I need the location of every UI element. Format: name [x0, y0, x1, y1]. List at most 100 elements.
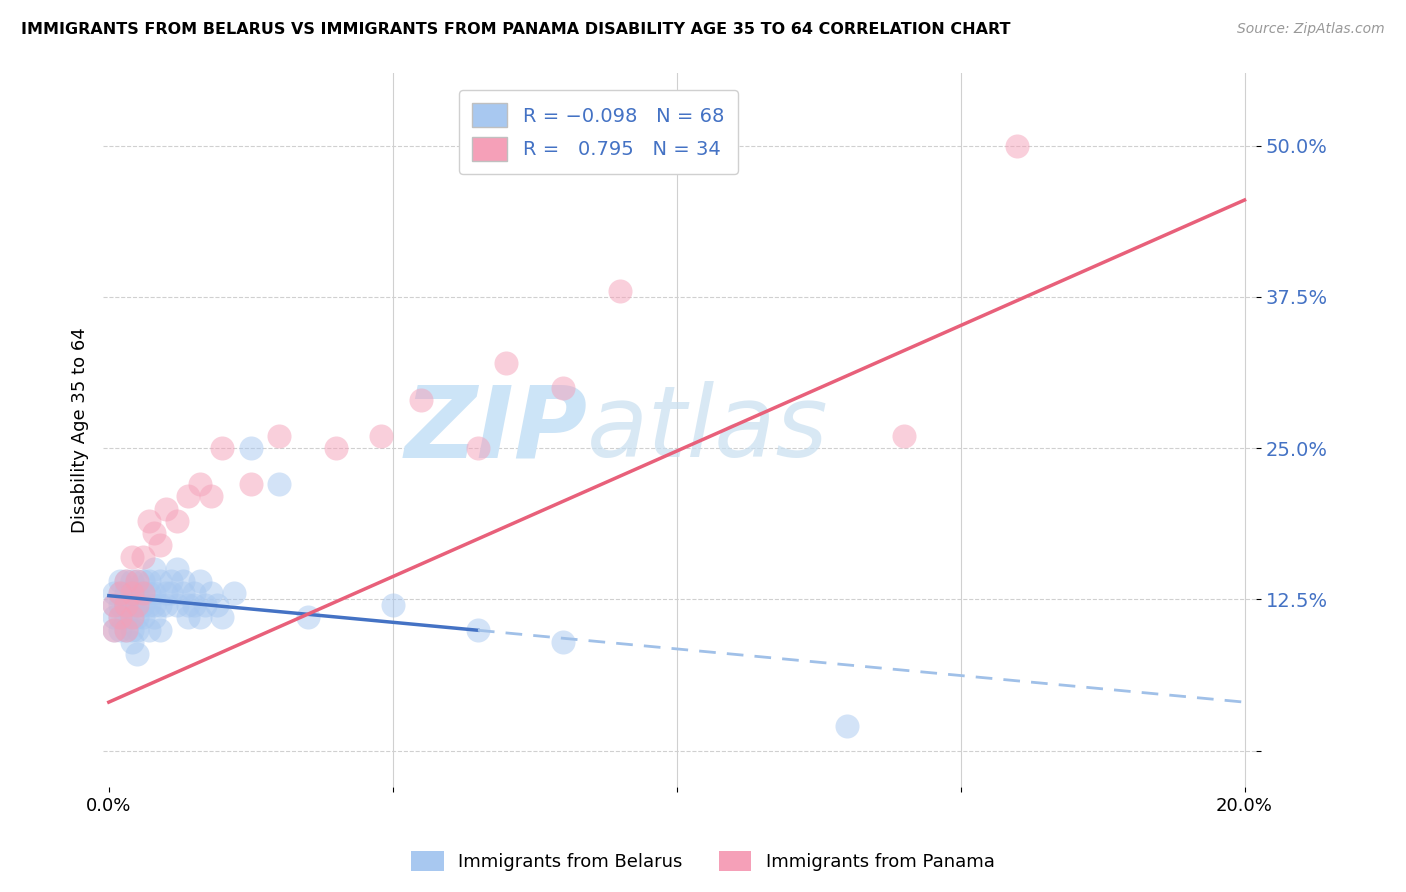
Point [108, 574, 131, 589]
Point [121, 610, 143, 624]
Point [166, 562, 188, 576]
Point [177, 599, 200, 613]
Point [103, 610, 125, 624]
Text: Source: ZipAtlas.com: Source: ZipAtlas.com [1237, 22, 1385, 37]
Point [115, 599, 138, 613]
Point [143, 525, 166, 540]
Point [121, 574, 143, 589]
Point [115, 623, 138, 637]
Legend: R = −0.098   N = 68, R =   0.795   N = 34: R = −0.098 N = 68, R = 0.795 N = 34 [458, 90, 738, 174]
Point [138, 574, 160, 589]
Point [172, 586, 194, 600]
Point [108, 599, 131, 613]
Point [143, 599, 166, 613]
Point [1007, 138, 1029, 153]
Point [115, 599, 138, 613]
Y-axis label: Disability Age 35 to 64: Disability Age 35 to 64 [72, 327, 89, 533]
Point [370, 429, 392, 443]
Point [143, 562, 166, 576]
Point [149, 574, 172, 589]
Point [115, 610, 138, 624]
Point [108, 586, 131, 600]
Point [121, 549, 143, 564]
Text: IMMIGRANTS FROM BELARUS VS IMMIGRANTS FROM PANAMA DISABILITY AGE 35 TO 64 CORREL: IMMIGRANTS FROM BELARUS VS IMMIGRANTS FR… [21, 22, 1011, 37]
Point [177, 610, 200, 624]
Point [188, 477, 211, 491]
Point [132, 586, 155, 600]
Point [132, 574, 155, 589]
Text: atlas: atlas [588, 382, 830, 478]
Legend: Immigrants from Belarus, Immigrants from Panama: Immigrants from Belarus, Immigrants from… [404, 844, 1002, 879]
Point [121, 623, 143, 637]
Point [127, 623, 149, 637]
Point [121, 634, 143, 648]
Point [121, 586, 143, 600]
Point [138, 623, 160, 637]
Point [103, 599, 125, 613]
Point [127, 647, 149, 661]
Point [127, 599, 149, 613]
Point [325, 441, 347, 455]
Point [211, 610, 233, 624]
Point [127, 574, 149, 589]
Point [115, 586, 138, 600]
Point [211, 441, 233, 455]
Point [835, 719, 858, 733]
Point [138, 514, 160, 528]
Text: ZIP: ZIP [405, 382, 588, 478]
Point [495, 356, 517, 370]
Point [115, 599, 138, 613]
Point [132, 610, 155, 624]
Point [132, 599, 155, 613]
Point [269, 477, 291, 491]
Point [115, 623, 138, 637]
Point [138, 599, 160, 613]
Point [411, 392, 433, 407]
Point [155, 599, 177, 613]
Point [239, 477, 262, 491]
Point [127, 610, 149, 624]
Point [183, 599, 205, 613]
Point [166, 514, 188, 528]
Point [381, 599, 404, 613]
Point [200, 490, 222, 504]
Point [121, 610, 143, 624]
Point [127, 599, 149, 613]
Point [467, 441, 489, 455]
Point [188, 574, 211, 589]
Point [893, 429, 915, 443]
Point [121, 586, 143, 600]
Point [149, 599, 172, 613]
Point [143, 586, 166, 600]
Point [143, 610, 166, 624]
Point [103, 623, 125, 637]
Point [160, 586, 183, 600]
Point [127, 586, 149, 600]
Point [132, 586, 155, 600]
Point [155, 586, 177, 600]
Point [108, 623, 131, 637]
Point [115, 574, 138, 589]
Point [103, 586, 125, 600]
Point [155, 501, 177, 516]
Point [269, 429, 291, 443]
Point [132, 549, 155, 564]
Point [297, 610, 319, 624]
Point [188, 610, 211, 624]
Point [177, 490, 200, 504]
Point [108, 610, 131, 624]
Point [609, 284, 631, 298]
Point [166, 599, 188, 613]
Point [239, 441, 262, 455]
Point [138, 586, 160, 600]
Point [172, 574, 194, 589]
Point [551, 634, 574, 648]
Point [183, 586, 205, 600]
Point [121, 599, 143, 613]
Point [205, 599, 228, 613]
Point [149, 623, 172, 637]
Point [127, 574, 149, 589]
Point [200, 586, 222, 600]
Point [115, 574, 138, 589]
Point [108, 610, 131, 624]
